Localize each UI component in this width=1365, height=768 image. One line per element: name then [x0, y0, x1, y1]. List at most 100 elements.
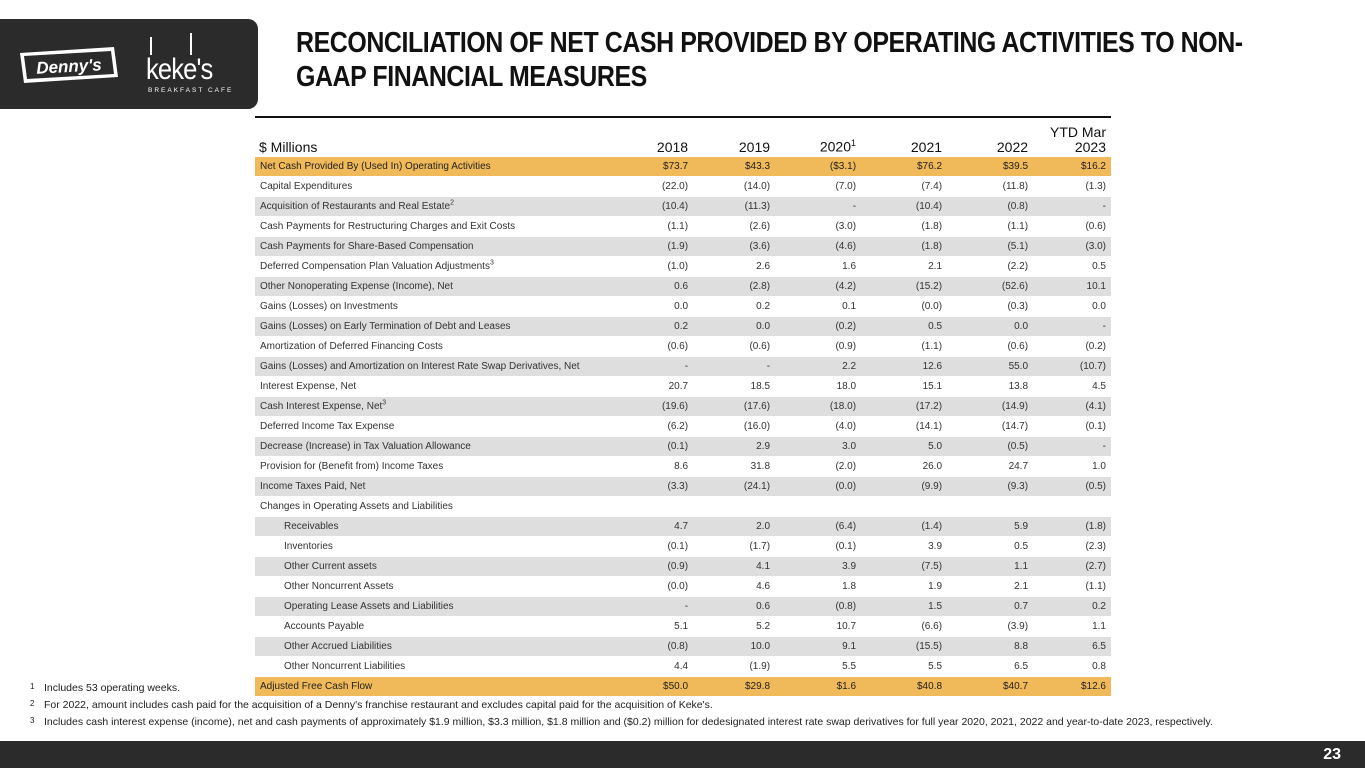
row-value: (0.8) [629, 636, 692, 657]
row-value: (0.0) [773, 476, 860, 497]
row-label: Decrease (Increase) in Tax Valuation All… [255, 436, 630, 457]
row-value: 55.0 [945, 356, 1032, 377]
footnote-3: 3 Includes cash interest expense (income… [30, 714, 1330, 731]
row-label-text: Deferred Income Tax Expense [260, 421, 395, 432]
row-value: $12.6 [1031, 676, 1111, 697]
row-value: $50.0 [629, 676, 692, 697]
header-2021: 2021 [910, 139, 943, 155]
row-label: Cash Interest Expense, Net3 [255, 396, 630, 417]
row-value: 8.6 [629, 456, 692, 477]
table-row: Other Current assets (0.9) 4.1 3.9 (7.5) 1.1(… [255, 556, 1111, 577]
row-label-text: Changes in Operating Assets and Liabilit… [260, 501, 453, 512]
row-value: (14.0) [691, 176, 774, 197]
table-row: Other Noncurrent Assets (0.0) 4.6 1.8 1.9 2.1… [255, 576, 1111, 597]
row-label: Acquisition of Restaurants and Real Esta… [255, 196, 630, 217]
row-value: $39.5 [945, 157, 1032, 177]
row-value: 0.6 [691, 596, 774, 617]
row-label: Other Noncurrent Assets [255, 576, 630, 597]
row-label: Inventories [255, 536, 630, 557]
table-row: Decrease (Increase) in Tax Valuation All… [255, 436, 1111, 457]
row-value: 1.1 [945, 556, 1032, 577]
row-value: 1.8 [773, 576, 860, 597]
footnote-1: 1 Includes 53 operating weeks. [30, 680, 1330, 697]
row-label-text: Acquisition of Restaurants and Real Esta… [260, 201, 451, 212]
row-value: - [773, 196, 860, 217]
row-value: (0.5) [1031, 476, 1111, 497]
row-value: 1.5 [859, 596, 946, 617]
row-value: (0.8) [945, 196, 1032, 217]
table-row: Cash Payments for Share-Based Compensati… [255, 236, 1111, 257]
row-value: (1.1) [945, 216, 1032, 237]
table-row: Other Noncurrent Liabilities 4.4 (1.9) 5.5 5… [255, 656, 1111, 677]
row-value [945, 496, 1032, 517]
row-value: (10.4) [859, 196, 946, 217]
row-value: (0.1) [1031, 416, 1111, 437]
row-label: Accounts Payable [255, 616, 630, 637]
row-label-text: Accounts Payable [284, 621, 365, 632]
row-value: (17.2) [859, 396, 946, 417]
row-value: (0.1) [629, 436, 692, 457]
table-row: Receivables 4.7 2.0 (6.4) (1.4) 5.9 (1.8) [255, 516, 1111, 537]
row-value: (0.3) [945, 296, 1032, 317]
row-label-text: Other Noncurrent Assets [284, 581, 394, 592]
row-value: 3.0 [773, 436, 860, 457]
row-value: (1.7) [691, 536, 774, 557]
row-value: 18.0 [773, 376, 860, 397]
row-value: $29.8 [691, 676, 774, 697]
row-value: 2.0 [691, 516, 774, 537]
row-label-text: Cash Interest Expense, Net [260, 401, 383, 412]
header-2020-sup: 1 [851, 138, 857, 149]
row-label: Interest Expense, Net [255, 376, 630, 397]
row-value: (2.3) [1031, 536, 1111, 557]
header-2020: 20201 [773, 117, 859, 157]
row-value: (9.9) [859, 476, 946, 497]
row-value: (0.0) [629, 576, 692, 597]
row-value: (2.6) [691, 216, 774, 237]
row-value: 10.0 [691, 636, 774, 657]
row-value: 3.9 [859, 536, 946, 557]
row-value: (15.5) [859, 636, 946, 657]
row-value: (22.0) [629, 176, 692, 197]
row-value: (10.7) [1031, 356, 1111, 377]
row-label-text: Cash Payments for Restructuring Charges … [260, 221, 516, 232]
row-value: (7.5) [859, 556, 946, 577]
row-value: (9.3) [945, 476, 1032, 497]
header-2018: 2018 [656, 139, 689, 155]
footnote-mark: 1 [30, 682, 35, 691]
row-value: ($3.1) [773, 157, 860, 177]
row-value: (4.6) [773, 236, 860, 257]
row-label: Changes in Operating Assets and Liabilit… [255, 496, 630, 517]
row-value: 31.8 [691, 456, 774, 477]
row-value: 0.0 [629, 296, 692, 317]
row-label: Amortization of Deferred Financing Costs [255, 336, 630, 357]
row-value: (0.6) [691, 336, 774, 357]
row-value: (24.1) [691, 476, 774, 497]
row-value: 18.5 [691, 376, 774, 397]
table-row: Income Taxes Paid, Net (3.3) (24.1) (0.0) (9… [255, 476, 1111, 497]
row-value: (0.9) [773, 336, 860, 357]
row-label-text: Income Taxes Paid, Net [260, 481, 366, 492]
row-value: 5.1 [629, 616, 692, 637]
row-value: 13.8 [945, 376, 1032, 397]
row-value: 4.7 [629, 516, 692, 537]
table-row: Net Cash Provided By (Used In) Operating… [255, 157, 1111, 177]
row-value: 0.0 [691, 316, 774, 337]
row-value: 0.0 [945, 316, 1032, 337]
row-value: (0.2) [1031, 336, 1111, 357]
row-value: 9.1 [773, 636, 860, 657]
row-value: (1.1) [629, 216, 692, 237]
row-value: 2.1 [859, 256, 946, 277]
row-value: (4.1) [1031, 396, 1111, 417]
row-value: (1.1) [1031, 576, 1111, 597]
row-value: 4.1 [691, 556, 774, 577]
row-value: (11.8) [945, 176, 1032, 197]
row-value [629, 496, 692, 517]
row-value: (4.2) [773, 276, 860, 297]
row-value: - [629, 356, 692, 377]
row-value: 0.7 [945, 596, 1032, 617]
footnote-text: Includes 53 operating weeks. [44, 682, 181, 694]
row-label: Gains (Losses) and Amortization on Inter… [255, 356, 630, 377]
table-row: Accounts Payable 5.1 5.2 10.7 (6.6) (3.9) 1.1 [255, 616, 1111, 637]
row-label-text: Cash Payments for Share-Based Compensati… [260, 241, 474, 252]
row-label: Cash Payments for Share-Based Compensati… [255, 236, 630, 257]
